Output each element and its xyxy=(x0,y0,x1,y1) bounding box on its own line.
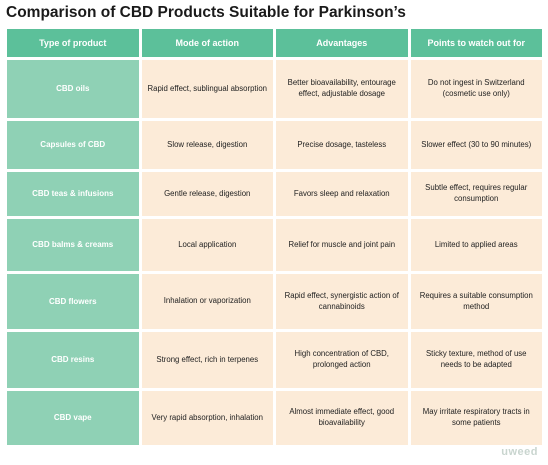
cell-product-type: CBD vape xyxy=(7,391,139,445)
cell-watch: Do not ingest in Switzerland (cosmetic u… xyxy=(410,60,542,118)
page-title: Comparison of CBD Products Suitable for … xyxy=(6,4,406,21)
cell-advantages: High concentration of CBD, prolonged act… xyxy=(276,332,408,388)
comparison-table: Type of product Mode of action Advantage… xyxy=(4,26,545,448)
table-row: CBD flowers Inhalation or vaporization R… xyxy=(7,274,542,329)
cell-mode: Very rapid absorption, inhalation xyxy=(141,391,273,445)
table-header-row: Type of product Mode of action Advantage… xyxy=(7,29,542,57)
table-row: CBD balms & creams Local application Rel… xyxy=(7,219,542,271)
cell-mode: Local application xyxy=(141,219,273,271)
cell-product-type: Capsules of CBD xyxy=(7,121,139,169)
cell-watch: Slower effect (30 to 90 minutes) xyxy=(410,121,542,169)
cell-mode: Inhalation or vaporization xyxy=(141,274,273,329)
brand-logo: uweed xyxy=(501,446,538,458)
table-row: CBD teas & infusions Gentle release, dig… xyxy=(7,172,542,216)
cell-advantages: Rapid effect, synergistic action of cann… xyxy=(276,274,408,329)
table-row: CBD vape Very rapid absorption, inhalati… xyxy=(7,391,542,445)
cell-watch: Subtle effect, requires regular consumpt… xyxy=(410,172,542,216)
cell-product-type: CBD resins xyxy=(7,332,139,388)
cell-advantages: Favors sleep and relaxation xyxy=(276,172,408,216)
cell-mode: Gentle release, digestion xyxy=(141,172,273,216)
cell-product-type: CBD oils xyxy=(7,60,139,118)
header-type-of-product: Type of product xyxy=(7,29,139,57)
header-points-to-watch: Points to watch out for xyxy=(410,29,542,57)
cell-advantages: Almost immediate effect, good bioavailab… xyxy=(276,391,408,445)
cell-watch: Requires a suitable consumption method xyxy=(410,274,542,329)
header-advantages: Advantages xyxy=(276,29,408,57)
table-row: Capsules of CBD Slow release, digestion … xyxy=(7,121,542,169)
cell-advantages: Relief for muscle and joint pain xyxy=(276,219,408,271)
cell-watch: May irritate respiratory tracts in some … xyxy=(410,391,542,445)
cell-product-type: CBD teas & infusions xyxy=(7,172,139,216)
cell-advantages: Better bioavailability, entourage effect… xyxy=(276,60,408,118)
cell-mode: Rapid effect, sublingual absorption xyxy=(141,60,273,118)
table-row: CBD oils Rapid effect, sublingual absorp… xyxy=(7,60,542,118)
cell-mode: Slow release, digestion xyxy=(141,121,273,169)
cell-product-type: CBD balms & creams xyxy=(7,219,139,271)
cell-product-type: CBD flowers xyxy=(7,274,139,329)
cell-advantages: Precise dosage, tasteless xyxy=(276,121,408,169)
cell-watch: Limited to applied areas xyxy=(410,219,542,271)
cell-watch: Sticky texture, method of use needs to b… xyxy=(410,332,542,388)
header-mode-of-action: Mode of action xyxy=(141,29,273,57)
table-row: CBD resins Strong effect, rich in terpen… xyxy=(7,332,542,388)
cell-mode: Strong effect, rich in terpenes xyxy=(141,332,273,388)
